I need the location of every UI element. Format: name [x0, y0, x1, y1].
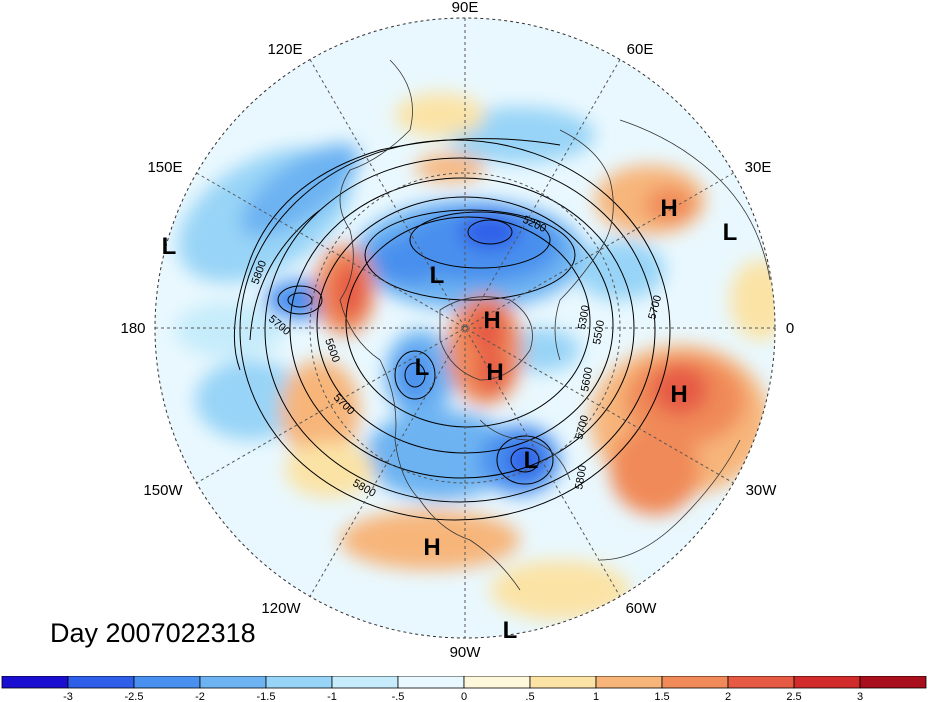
- pressure-centers: H L L L H L H H L H L: [162, 195, 738, 644]
- colorbar-swatch: [199, 676, 267, 689]
- contour-label-5300: 5300: [576, 304, 592, 330]
- colorbar-tick-label: -.5: [392, 691, 405, 702]
- low-marker: L: [162, 233, 177, 260]
- lon-label-60e: 60E: [627, 41, 654, 58]
- high-marker: H: [660, 195, 677, 222]
- colorbar-tick-label: 0: [461, 691, 467, 702]
- low-marker: L: [503, 617, 518, 644]
- lon-label-60w: 60W: [626, 600, 658, 617]
- colorbar-swatch: [265, 676, 333, 689]
- lon-label-150e: 150E: [147, 159, 182, 176]
- colorbar-tick-label: 2: [725, 691, 731, 702]
- colorbar-tick-label: -1.5: [257, 691, 276, 702]
- high-marker: H: [486, 359, 503, 386]
- colorbar-swatch: [397, 676, 465, 689]
- colorbar-swatch: [67, 676, 135, 689]
- low-marker: L: [524, 447, 539, 474]
- low-marker: L: [415, 354, 430, 381]
- colorbar-ticks: -3 -2.5 -2 -1.5 -1 -.5 0 .5 1 1.5 2 2.5 3: [63, 691, 863, 702]
- anomaly-shading: [155, 18, 775, 638]
- low-marker: L: [430, 262, 445, 289]
- colorbar: -3 -2.5 -2 -1.5 -1 -.5 0 .5 1 1.5 2 2.5 3: [1, 676, 927, 702]
- coastlines: [339, 59, 771, 591]
- colorbar-swatch: [529, 676, 597, 689]
- lon-label-150w: 150W: [143, 482, 183, 499]
- lon-label-0: 0: [786, 320, 794, 337]
- map-boundary: [154, 17, 776, 639]
- contour-label-5800-se: 5800: [573, 464, 589, 490]
- lon-label-90e: 90E: [452, 0, 479, 16]
- contour-label-5600-east: 5600: [579, 366, 595, 392]
- colorbar-swatch: [331, 676, 399, 689]
- longitude-labels: 90E 60E 30E 0 30W 60W 90W 120W 150W 180 …: [120, 0, 794, 661]
- polar-map: 90E 60E 30E 0 30W 60W 90W 120W 150W 180 …: [120, 0, 794, 661]
- lon-label-120e: 120E: [267, 41, 302, 58]
- lon-label-30w: 30W: [746, 482, 778, 499]
- day-label: Day 2007022318: [50, 618, 256, 648]
- high-marker: H: [423, 534, 440, 561]
- colorbar-swatches: [1, 676, 927, 689]
- colorbar-swatch: [463, 676, 531, 689]
- colorbar-swatch: [727, 676, 795, 689]
- colorbar-tick-label: 3: [857, 691, 863, 702]
- lon-label-120w: 120W: [261, 600, 301, 617]
- colorbar-tick-label: -2: [195, 691, 205, 702]
- lon-label-90w: 90W: [450, 644, 482, 661]
- colorbar-swatch: [661, 676, 729, 689]
- colorbar-swatch: [1, 676, 69, 689]
- colorbar-swatch: [595, 676, 663, 689]
- colorbar-tick-label: .5: [525, 691, 534, 702]
- graticule: [155, 18, 775, 638]
- contour-label-5500: 5500: [591, 319, 607, 345]
- colorbar-tick-label: 1.5: [654, 691, 669, 702]
- lon-label-180: 180: [120, 320, 145, 337]
- colorbar-tick-label: -3: [63, 691, 73, 702]
- colorbar-tick-label: 2.5: [786, 691, 801, 702]
- lon-label-30e: 30E: [745, 159, 772, 176]
- colorbar-swatch: [859, 676, 927, 689]
- colorbar-tick-label: 1: [593, 691, 599, 702]
- colorbar-tick-label: -1: [327, 691, 337, 702]
- colorbar-swatch: [133, 676, 201, 689]
- high-marker: H: [483, 307, 500, 334]
- colorbar-tick-label: -2.5: [125, 691, 144, 702]
- high-marker: H: [670, 381, 687, 408]
- colorbar-swatch: [793, 676, 861, 689]
- low-marker: L: [723, 219, 738, 246]
